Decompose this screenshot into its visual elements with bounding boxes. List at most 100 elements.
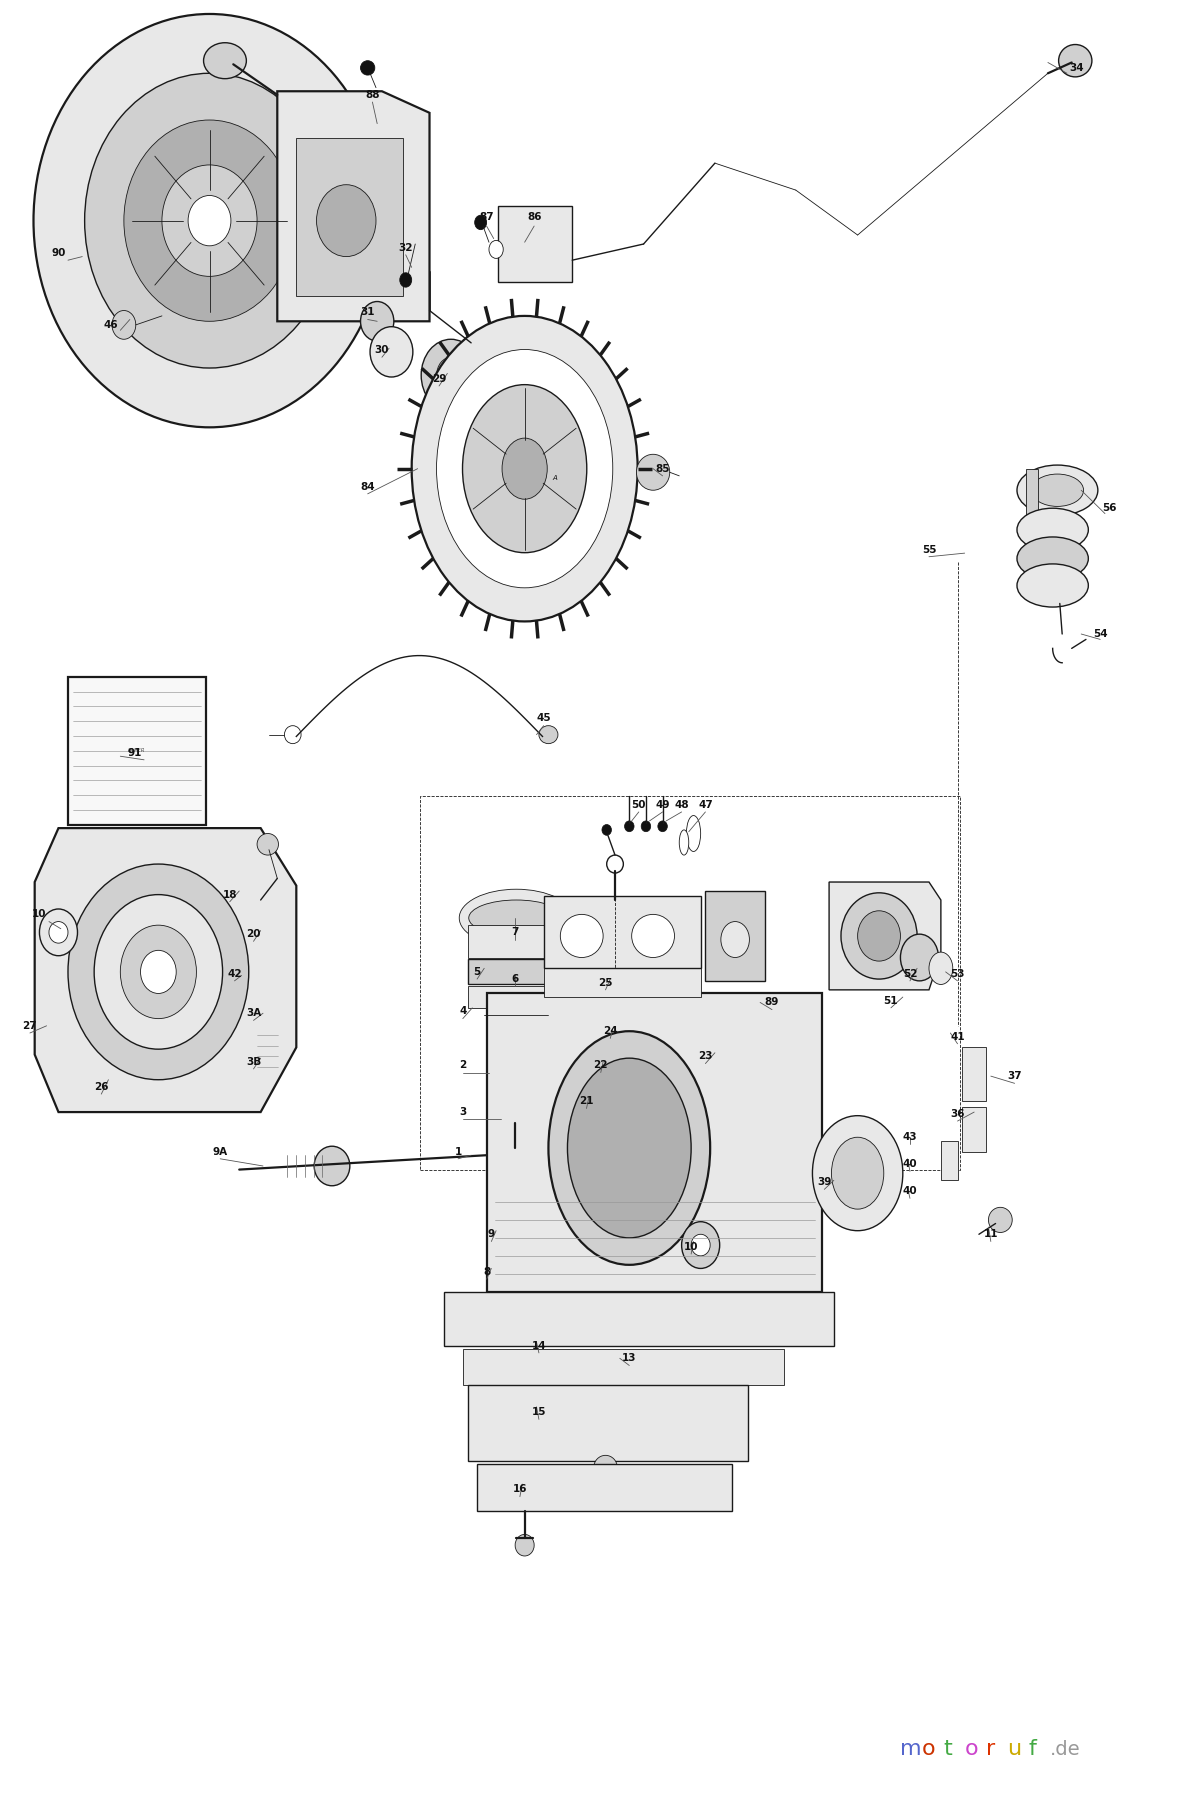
Ellipse shape [162, 166, 257, 277]
Ellipse shape [857, 911, 900, 961]
Ellipse shape [1017, 536, 1088, 580]
Bar [68, 677, 206, 824]
Ellipse shape [360, 61, 374, 76]
Text: 43: 43 [902, 1132, 918, 1143]
Bar [420, 796, 960, 1170]
Text: o: o [921, 1739, 936, 1759]
Ellipse shape [459, 889, 573, 947]
Bar [962, 1107, 986, 1152]
Text: 51: 51 [883, 995, 899, 1006]
Ellipse shape [607, 855, 623, 873]
Ellipse shape [988, 1208, 1012, 1233]
Ellipse shape [141, 950, 176, 994]
Ellipse shape [85, 74, 335, 367]
Text: 88: 88 [365, 90, 380, 99]
Text: u: u [1007, 1739, 1022, 1759]
Ellipse shape [204, 43, 247, 79]
Ellipse shape [317, 185, 375, 257]
Text: 34: 34 [1069, 63, 1084, 72]
Ellipse shape [399, 274, 411, 288]
Text: r: r [986, 1739, 995, 1759]
Bar [544, 968, 701, 997]
Ellipse shape [489, 1066, 541, 1123]
Ellipse shape [94, 895, 223, 1049]
Ellipse shape [594, 1456, 617, 1481]
Ellipse shape [257, 833, 279, 855]
Ellipse shape [567, 1058, 691, 1238]
Ellipse shape [1058, 45, 1092, 77]
Text: f: f [1029, 1739, 1037, 1759]
Text: 39: 39 [818, 1177, 832, 1188]
Bar [940, 1141, 957, 1181]
Ellipse shape [411, 317, 638, 621]
Ellipse shape [188, 196, 231, 247]
Ellipse shape [1017, 464, 1098, 515]
Text: 90: 90 [51, 248, 66, 257]
Text: 45: 45 [536, 713, 551, 724]
Polygon shape [467, 1386, 749, 1462]
Ellipse shape [900, 934, 938, 981]
Ellipse shape [120, 925, 197, 1019]
Ellipse shape [360, 302, 393, 340]
Text: 15: 15 [532, 1408, 546, 1417]
Text: 20: 20 [247, 929, 261, 940]
Ellipse shape [832, 1138, 883, 1210]
Text: 8: 8 [483, 1267, 490, 1276]
Ellipse shape [436, 356, 465, 392]
Ellipse shape [462, 385, 586, 553]
Text: 46: 46 [104, 320, 118, 329]
Ellipse shape [1017, 508, 1088, 551]
Bar [1026, 468, 1038, 522]
Text: 3A: 3A [246, 1008, 261, 1019]
Bar [467, 959, 566, 985]
Ellipse shape [691, 1235, 710, 1256]
Text: 22: 22 [594, 1060, 608, 1071]
Text: 9: 9 [488, 1229, 495, 1238]
Text: 7: 7 [511, 927, 519, 938]
Text: 23: 23 [699, 1051, 713, 1062]
Text: 48: 48 [675, 799, 689, 810]
Bar [544, 896, 701, 968]
Ellipse shape [515, 1534, 534, 1555]
Bar [467, 925, 566, 958]
Text: 37: 37 [1007, 1071, 1022, 1082]
Ellipse shape [548, 1031, 710, 1265]
Text: 10: 10 [684, 1242, 699, 1251]
Ellipse shape [474, 216, 486, 230]
Ellipse shape [502, 437, 547, 499]
Text: 50: 50 [632, 799, 646, 810]
Text: 49: 49 [656, 799, 670, 810]
Text: 24: 24 [603, 1026, 617, 1037]
Text: 16: 16 [513, 1485, 527, 1494]
Text: 25: 25 [598, 977, 613, 988]
Text: 86: 86 [527, 212, 541, 221]
Ellipse shape [721, 922, 750, 958]
Ellipse shape [1017, 563, 1088, 607]
Text: 32: 32 [398, 243, 412, 252]
Bar [462, 1350, 784, 1386]
Ellipse shape [1031, 473, 1084, 506]
Ellipse shape [370, 326, 412, 376]
Ellipse shape [68, 864, 249, 1080]
Bar [962, 1048, 986, 1102]
Ellipse shape [112, 311, 136, 338]
Text: 6: 6 [511, 974, 519, 985]
Ellipse shape [679, 830, 689, 855]
Text: 31: 31 [360, 308, 375, 317]
Text: 54: 54 [1093, 628, 1107, 639]
Text: 47: 47 [699, 799, 713, 810]
Ellipse shape [436, 349, 613, 589]
Text: 9A: 9A [212, 1147, 228, 1157]
Ellipse shape [641, 821, 651, 832]
Text: 85: 85 [656, 464, 670, 473]
Polygon shape [486, 1008, 546, 1080]
Text: 53: 53 [950, 968, 964, 979]
Ellipse shape [255, 1001, 277, 1026]
Bar [467, 986, 566, 1008]
Ellipse shape [602, 824, 611, 835]
Text: 84: 84 [360, 482, 375, 491]
Text: 3: 3 [459, 1107, 466, 1118]
Text: 26: 26 [94, 1082, 108, 1093]
Bar [498, 207, 572, 283]
Polygon shape [278, 92, 429, 320]
